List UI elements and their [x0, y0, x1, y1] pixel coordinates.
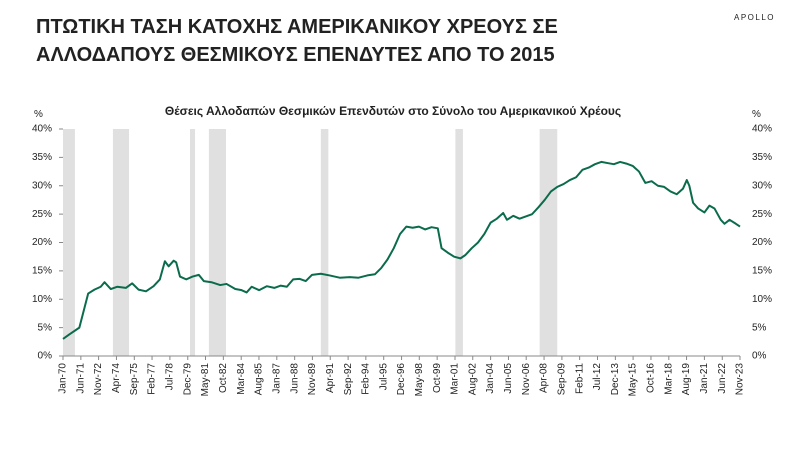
x-tick-label: Jun-05 [503, 363, 514, 394]
x-tick-label: May-15 [628, 363, 639, 397]
x-tick-label: Sep-75 [129, 363, 140, 396]
x-tick-label: Nov-23 [735, 363, 746, 396]
x-tick-label: Nov-72 [93, 363, 104, 396]
recession-band [455, 129, 463, 356]
y2-tick-label: 30% [752, 180, 772, 191]
y-axis-unit: % [34, 109, 43, 120]
brand-logo: APOLLO [734, 13, 775, 22]
recession-band [208, 129, 226, 356]
y2-tick-label: 35% [752, 152, 772, 163]
y-tick-label: 10% [32, 294, 52, 305]
recession-band [539, 129, 558, 356]
y-tick-label: 25% [32, 209, 52, 220]
y-tick-label: 30% [32, 180, 52, 191]
y-tick-label: 15% [32, 266, 52, 277]
recession-band [190, 129, 196, 356]
y2-tick-label: 20% [752, 237, 772, 248]
x-tick-label: Jul-95 [378, 363, 389, 391]
x-tick-label: Aug-02 [467, 363, 478, 396]
chart-subtitle: Θέσεις Αλλοδαπών Θεσμικών Επενδυτών στο … [165, 104, 621, 118]
x-tick-label: Feb-94 [360, 363, 371, 395]
y-tick-label: 35% [32, 152, 52, 163]
x-tick-label: Jan-87 [271, 363, 282, 394]
x-tick-label: Mar-84 [236, 363, 247, 395]
x-tick-label: May-81 [200, 363, 211, 397]
y-tick-label: 20% [32, 237, 52, 248]
x-tick-label: Nov-89 [307, 363, 318, 396]
x-tick-label: Oct-16 [646, 363, 657, 393]
y2-tick-label: 40% [752, 124, 772, 135]
x-tick-label: Jul-12 [592, 363, 603, 391]
x-tick-label: Feb-11 [574, 363, 585, 394]
x-tick-label: Jun-71 [75, 363, 86, 394]
x-tick-label: Feb-77 [147, 363, 158, 395]
x-tick-label: Sep-09 [557, 363, 568, 396]
x-tick-label: Dec-96 [396, 363, 407, 396]
y2-axis-unit: % [752, 109, 761, 120]
chart-title: ΑΛΛΟΔΑΠΟΥΣ ΘΕΣΜΙΚΟΥΣ ΕΠΕΝΔΥΤΕΣ ΑΠΟ ΤΟ 20… [36, 44, 555, 66]
recession-band [112, 129, 130, 356]
x-tick-label: Oct-82 [218, 363, 229, 393]
x-tick-label: Dec-13 [610, 363, 621, 396]
x-tick-label: Oct-99 [432, 363, 443, 393]
x-tick-label: Nov-06 [521, 363, 532, 396]
recession-band [63, 129, 75, 356]
y2-tick-label: 10% [752, 294, 772, 305]
x-tick-label: May-98 [414, 363, 425, 397]
x-tick-label: Jun-22 [717, 363, 728, 394]
x-tick-label: Apr-91 [325, 363, 336, 393]
x-tick-label: Mar-01 [450, 363, 461, 395]
y-tick-label: 0% [38, 351, 53, 362]
x-tick-label: Aug-85 [254, 363, 265, 396]
x-tick-label: Jan-70 [58, 363, 69, 394]
x-tick-label: Apr-08 [539, 363, 550, 393]
x-tick-label: Jan-04 [485, 363, 496, 394]
x-tick-label: Dec-79 [182, 363, 193, 396]
chart-title: ΠΤΩΤΙΚΗ ΤΑΣΗ ΚΑΤΟΧΗΣ ΑΜΕΡΙΚΑΝΙΚΟΥ ΧΡΕΟΥΣ… [36, 16, 558, 38]
x-tick-label: Jun-88 [289, 363, 300, 394]
x-tick-label: Jan-21 [699, 363, 710, 394]
x-tick-label: Apr-74 [111, 363, 122, 393]
y2-tick-label: 0% [752, 351, 767, 362]
y2-tick-label: 5% [752, 322, 767, 333]
x-tick-label: Jul-78 [165, 363, 176, 391]
recession-band [320, 129, 329, 356]
data-line [62, 160, 741, 340]
x-tick-label: Mar-18 [663, 363, 674, 395]
y-tick-label: 40% [32, 124, 52, 135]
y2-tick-label: 25% [752, 209, 772, 220]
y2-tick-label: 15% [752, 266, 772, 277]
x-tick-label: Sep-92 [343, 363, 354, 396]
y-tick-label: 5% [38, 322, 53, 333]
x-tick-label: Aug-19 [681, 363, 692, 396]
